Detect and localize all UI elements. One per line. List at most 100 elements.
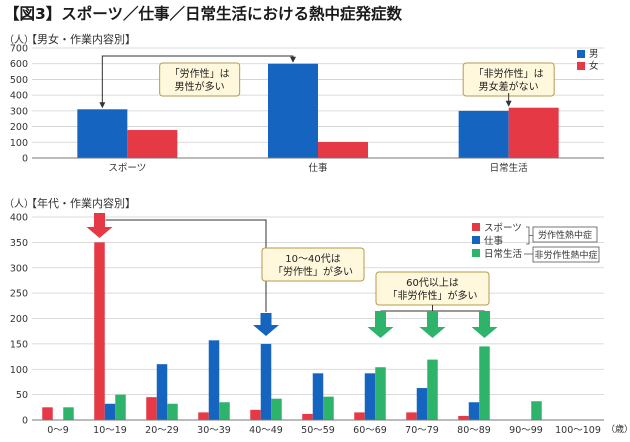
chart2-big-arrow-red [86,213,113,238]
chart2-x-tick: 70～79 [405,425,439,436]
chart2-y-tick: 150 [10,339,28,350]
chart2-big-arrow-green [367,311,394,338]
chart1-callout-1-text: 「労作性」は [170,67,230,80]
chart2-annotation-line [105,219,267,312]
chart2-callout-1-text: 「労作性」が多い [273,265,353,278]
chart1-callout-2-text: 男女差がない [479,80,539,93]
chart1-unit-label: （人） [4,34,34,46]
chart2-y-tick: 400 [10,213,28,224]
chart2-y-tick: 250 [10,289,28,300]
chart2-y-tick: 50 [16,390,28,401]
chart2-legend-brace [526,226,530,245]
chart2-bar-work [156,364,168,420]
chart2-y-tick: 0 [22,416,28,427]
chart2-bar-daily [167,403,178,420]
chart2-x-tick: 40～49 [249,425,283,436]
chart2-bar-sports [146,397,157,420]
chart2-legend-label: 日常生活 [484,248,523,260]
chart1-x-tick: 仕事 [308,162,328,174]
chart1-legend-swatch [577,50,585,58]
chart1-x-tick: スポーツ [108,163,146,174]
chart2-legend-swatch [472,236,480,244]
chart2-x-tick: 100～109 [555,425,601,436]
figure-title: 【図3】スポーツ／仕事／日常生活における熱中症発症数 [4,4,402,23]
chart2-bar-sports [458,415,469,420]
chart2-plot: 0 50 100 150 200 250 300 350 400 0～9 10～19 20～29 30～… [10,213,604,436]
chart2-bar-daily [531,401,542,420]
chart2-legend-label: スポーツ [484,223,522,234]
chart1-y-tick: 300 [10,106,28,117]
chart1-callout-1-box [159,62,241,97]
chart1-bar-male [458,110,509,158]
chart2-x-unit: （歳） [606,423,630,435]
chart1-y-tick: 200 [10,122,28,133]
chart2-callout-1-text: 10～40代は [285,253,340,265]
chart2-y-tick: 350 [10,238,28,249]
chart2-y-tick: 300 [10,263,28,274]
chart2-callout-2-text: 「非労作性」が多い [388,289,478,302]
chart2-unit-label: （人） [4,198,34,210]
chart2-bar-sports [94,242,105,420]
chart2-bar-daily [323,396,334,420]
chart1-annotation-arrowhead [505,100,512,107]
chart1-y-tick: 700 [10,44,28,55]
chart2-x-tick: 0～9 [47,425,69,436]
chart2-bar-daily [219,402,230,420]
chart1-y-tick: 400 [10,91,28,102]
chart1-bar-female [508,107,559,158]
chart1-y-tick: 500 [10,75,28,86]
chart1-callout-1-text: 男性が多い [175,80,225,93]
chart2-legend-swatch [472,249,480,257]
chart2-bar-work [468,402,480,420]
chart2-x-tick: 90～99 [509,425,543,436]
chart2-bar-daily [63,407,74,420]
chart1-subtitle: 【男女・作業内容別】 [26,32,136,46]
chart2-x-tick: 60～69 [353,425,387,436]
chart1-y-tick: 100 [10,138,28,149]
chart2-legend-group-label: 非労作性熱中症 [534,249,597,261]
chart2-bar-sports [302,413,313,420]
chart2-x-tick: 10～19 [93,425,127,436]
chart2-x-tick: 50～59 [301,425,335,436]
chart2-bar-sports [406,412,417,420]
chart2-bar-sports [198,412,209,420]
chart2-x-tick: 80～89 [457,425,491,436]
chart1-callout-2-text: 「非労作性」は [474,67,544,80]
chart1-y-tick: 600 [10,59,28,70]
chart2-legend-group-box [532,246,600,263]
chart1-bar-female [127,130,178,158]
chart2-y-tick: 200 [10,314,28,325]
chart2-legend-swatch [472,223,480,231]
chart2-bar-daily [115,394,126,420]
chart1-annotation-arrowhead [290,56,296,63]
chart2-x-tick: 20～29 [145,425,179,436]
chart2-y-tick: 100 [10,365,28,376]
chart2-subtitle: 【年代・作業内容別】 [26,196,136,210]
chart1-legend-label: 男 [589,49,599,60]
chart2-x-tick: 30～39 [197,425,231,436]
chart1-plot: 0 100 200 300 400 500 600 700 スポーツ 仕事 日常生活 男女「労作性」は… [10,44,604,174]
chart2-bar-daily [479,346,490,420]
chart2-bar-work [416,388,428,420]
chart2-legend-group-box [532,226,598,243]
chart2-callout-2-text: 60代以上は [406,277,459,289]
chart1-bar-female [318,141,368,158]
chart2-bar-work [104,403,116,420]
chart1-legend-label: 女 [589,60,599,72]
chart2-bar-sports [42,407,53,420]
chart2-bar-sports [250,409,261,420]
chart1-annotation-arrowhead [99,102,106,109]
chart2-bar-daily [271,398,282,420]
chart1-x-tick: 日常生活 [490,162,529,174]
chart1-legend-swatch [577,62,585,70]
chart2-legend-group-label: 労作性熱中症 [538,229,592,241]
chart2-big-arrow-green [419,311,446,338]
chart2-bar-work [260,343,272,420]
chart2-bar-daily [427,359,438,420]
chart1-bar-male [268,63,318,158]
chart2-bar-work [364,373,376,420]
chart2-big-arrow-green [471,311,498,338]
chart2-callout-1-box [261,247,365,282]
